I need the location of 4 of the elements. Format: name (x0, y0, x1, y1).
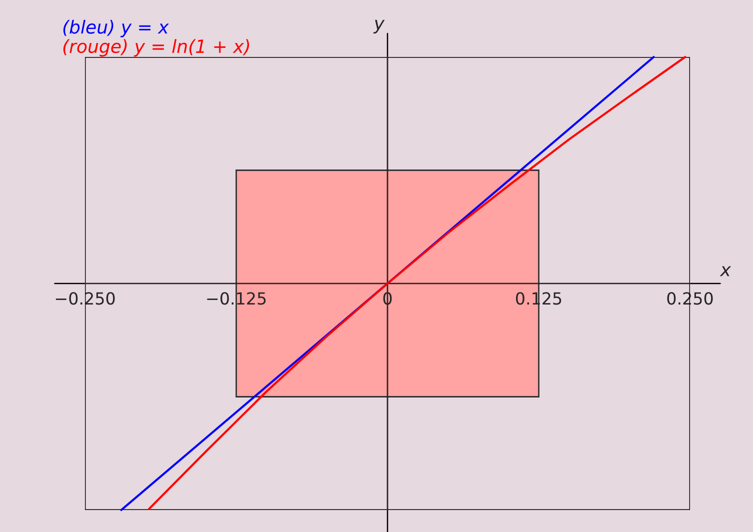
x-axis-title: x (720, 266, 732, 276)
text: (bleu) y = x (63, 20, 169, 38)
y-axis-title: y (373, 20, 385, 34)
text: (rouge) y = ln(1 + x) (63, 39, 250, 57)
